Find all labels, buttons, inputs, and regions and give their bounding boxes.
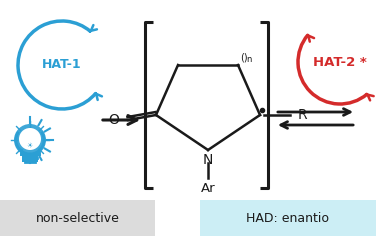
Text: HAT-2 *: HAT-2 * [313,55,367,68]
Text: non-selective: non-selective [36,211,120,224]
FancyBboxPatch shape [200,200,376,236]
Text: HAD: enantio: HAD: enantio [247,211,329,224]
Text: n: n [246,55,252,64]
Circle shape [14,124,46,156]
Text: HAT-1: HAT-1 [42,59,82,72]
Text: O: O [109,113,120,127]
Circle shape [19,128,41,150]
Text: ☀: ☀ [27,143,33,149]
Text: (): () [240,52,248,62]
Text: Ar: Ar [201,182,215,195]
Text: N: N [203,153,213,167]
FancyBboxPatch shape [0,200,155,236]
Text: R: R [298,108,308,122]
FancyBboxPatch shape [22,154,38,162]
